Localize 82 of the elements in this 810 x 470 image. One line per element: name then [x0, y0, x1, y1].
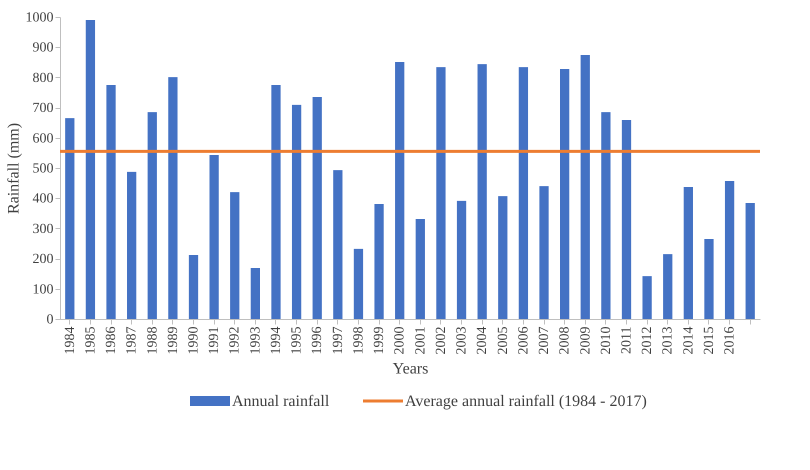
bar	[148, 112, 157, 319]
y-tick-label: 200	[32, 252, 54, 268]
bar	[209, 155, 219, 319]
bar	[724, 180, 734, 319]
x-tick-label: 2009	[578, 326, 594, 354]
bar	[580, 55, 590, 319]
x-tick-label: 1994	[268, 326, 284, 354]
bar	[478, 64, 487, 319]
bar	[560, 68, 570, 319]
x-tick-label: 1990	[186, 326, 202, 354]
x-tick-label: 2008	[558, 326, 573, 354]
x-tick-label: 2003	[454, 326, 470, 354]
bar	[354, 248, 364, 319]
bar	[746, 203, 755, 319]
bar	[168, 77, 178, 319]
x-tick-label: 1996	[310, 326, 326, 354]
bar	[642, 276, 652, 319]
x-tick-label: 2012	[640, 326, 656, 354]
y-axis-title: Rainfall (mm)	[6, 122, 22, 214]
x-tick-label: 1992	[228, 326, 243, 354]
bar	[106, 84, 116, 319]
y-tick-label: 600	[32, 131, 54, 146]
y-tick-label: 800	[32, 70, 54, 86]
y-tick-label: 1000	[26, 10, 54, 26]
bar	[663, 254, 672, 319]
bar	[395, 62, 404, 319]
bar	[230, 192, 240, 319]
x-tick-label: 2011	[619, 326, 634, 354]
x-tick-label: 1989	[166, 326, 181, 354]
bar	[704, 238, 714, 319]
bar	[188, 254, 198, 319]
x-tick-label: 1999	[372, 326, 388, 354]
x-tick-label: 2010	[598, 326, 614, 354]
x-tick-label: 1998	[351, 326, 366, 354]
x-tick-label: 1986	[104, 326, 120, 354]
x-tick-label: 2015	[702, 326, 717, 354]
bar	[436, 67, 446, 319]
y-tick-label: 300	[32, 222, 54, 237]
bar	[601, 112, 611, 319]
x-tick-label: 2000	[392, 326, 408, 354]
bar	[684, 187, 693, 319]
x-tick-label: 1985	[83, 326, 98, 354]
legend-label: Annual rainfall	[232, 393, 330, 410]
bar	[518, 67, 528, 319]
x-tick-label: 1991	[207, 326, 222, 354]
y-tick-label: 400	[32, 192, 54, 207]
legend-label: Average annual rainfall (1984 - 2017)	[405, 393, 647, 410]
x-tick-label: 2005	[496, 326, 511, 354]
x-tick-label: 2007	[537, 326, 552, 354]
bar	[250, 268, 260, 319]
bar	[416, 219, 425, 319]
x-tick-label: 2006	[516, 326, 532, 354]
y-tick-label: 500	[32, 162, 54, 176]
bar	[127, 172, 136, 319]
bar	[622, 120, 632, 319]
bar	[65, 118, 74, 319]
bar	[539, 186, 549, 319]
x-tick-label: 1997	[330, 326, 346, 354]
bar	[498, 196, 508, 319]
bar	[292, 104, 302, 319]
bar	[271, 84, 281, 319]
x-tick-label: 2014	[681, 326, 696, 354]
y-tick-label: 0	[46, 312, 54, 328]
bar	[456, 200, 466, 319]
x-tick-label: 2001	[413, 326, 428, 354]
x-axis-title: Years	[392, 360, 428, 378]
x-tick-label: 1984	[62, 326, 78, 354]
x-tick-label: 1988	[145, 326, 160, 354]
x-tick-label: 2004	[475, 326, 490, 354]
y-tick-label: 100	[32, 282, 54, 298]
y-tick-label: 900	[32, 40, 54, 56]
x-tick-label: 1993	[248, 326, 264, 354]
x-tick-label: 2016	[722, 326, 738, 354]
x-tick-label: 2013	[660, 326, 676, 354]
bar	[86, 20, 96, 319]
bar	[333, 170, 342, 319]
x-tick-label: 1995	[290, 326, 305, 354]
bar	[312, 97, 322, 319]
x-tick-label: 2002	[434, 326, 449, 354]
x-tick-label: 1987	[124, 326, 140, 354]
bar	[374, 204, 384, 319]
y-tick-label: 700	[32, 101, 54, 116]
